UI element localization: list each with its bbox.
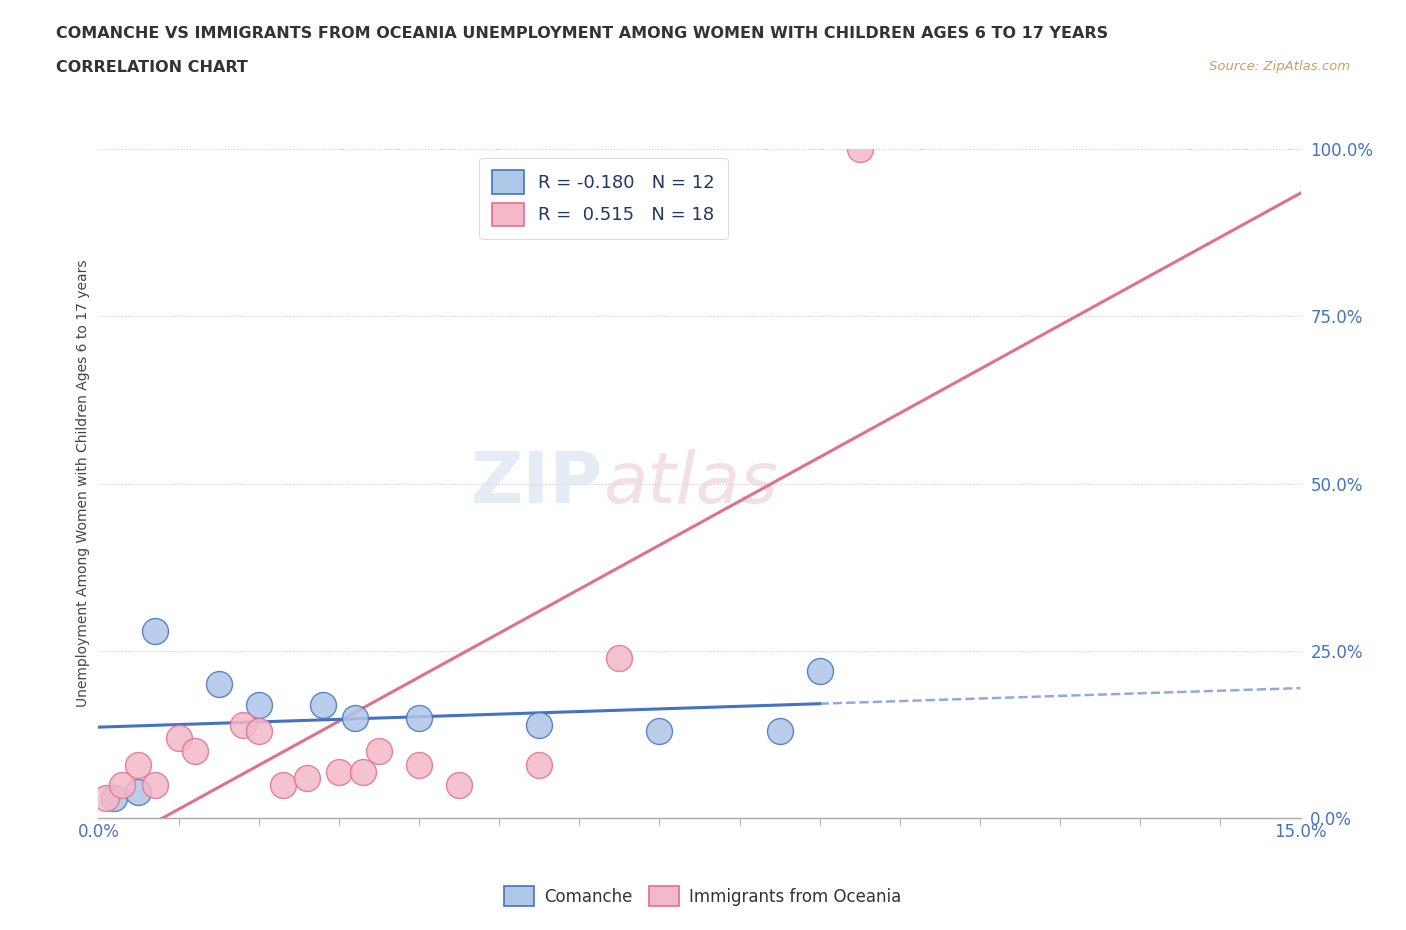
Point xyxy=(96,790,118,805)
Point xyxy=(232,717,254,732)
Point xyxy=(352,764,374,779)
Point xyxy=(408,757,430,772)
Point xyxy=(143,623,166,638)
Text: COMANCHE VS IMMIGRANTS FROM OCEANIA UNEMPLOYMENT AMONG WOMEN WITH CHILDREN AGES : COMANCHE VS IMMIGRANTS FROM OCEANIA UNEM… xyxy=(56,26,1108,41)
Point xyxy=(529,717,551,732)
Point xyxy=(111,777,134,792)
Point xyxy=(103,790,125,805)
Point xyxy=(529,757,551,772)
Point xyxy=(295,771,318,786)
Text: ZIP: ZIP xyxy=(471,449,603,518)
Point xyxy=(368,744,391,759)
Point xyxy=(312,698,335,712)
Legend: R = -0.180   N = 12, R =  0.515   N = 18: R = -0.180 N = 12, R = 0.515 N = 18 xyxy=(479,158,728,238)
Point xyxy=(208,677,231,692)
Point xyxy=(183,744,205,759)
Point xyxy=(609,650,631,665)
Point xyxy=(808,664,831,679)
Point xyxy=(128,757,150,772)
Text: Source: ZipAtlas.com: Source: ZipAtlas.com xyxy=(1209,60,1350,73)
Point xyxy=(447,777,470,792)
Point xyxy=(343,711,366,725)
Point xyxy=(247,698,270,712)
Point xyxy=(648,724,671,738)
Point xyxy=(167,731,190,746)
Point xyxy=(271,777,294,792)
Point xyxy=(128,784,150,799)
Point xyxy=(247,724,270,738)
Point xyxy=(849,141,872,156)
Point xyxy=(328,764,350,779)
Text: atlas: atlas xyxy=(603,449,778,518)
Text: CORRELATION CHART: CORRELATION CHART xyxy=(56,60,247,75)
Point xyxy=(143,777,166,792)
Point xyxy=(408,711,430,725)
Point xyxy=(768,724,790,738)
Y-axis label: Unemployment Among Women with Children Ages 6 to 17 years: Unemployment Among Women with Children A… xyxy=(76,259,90,708)
Legend: Comanche, Immigrants from Oceania: Comanche, Immigrants from Oceania xyxy=(498,880,908,912)
